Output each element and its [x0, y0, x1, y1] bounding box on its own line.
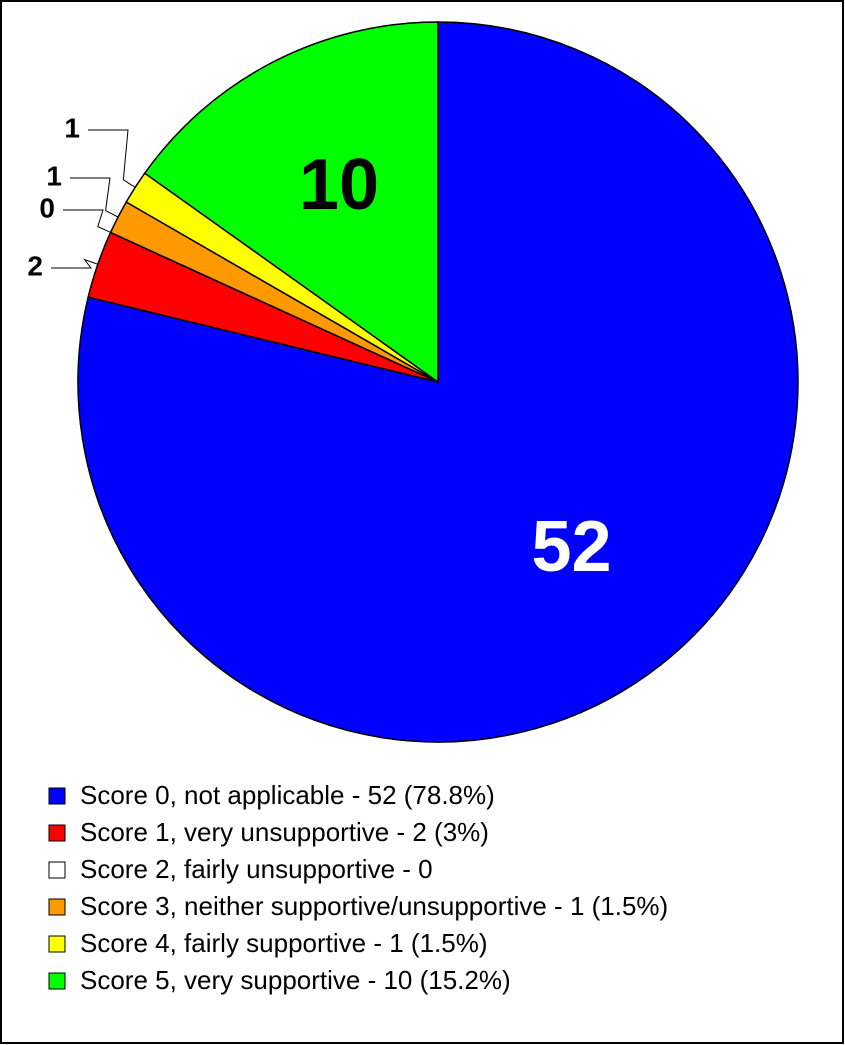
- legend-swatch: [48, 935, 66, 953]
- data-label: 2: [27, 250, 43, 281]
- leader-line: [70, 177, 119, 218]
- data-label: 1: [46, 160, 62, 191]
- legend-label: Score 2, fairly unsupportive - 0: [80, 854, 433, 884]
- legend-swatch: [48, 861, 66, 879]
- legend-label: Score 0, not applicable - 52 (78.8%): [80, 780, 495, 810]
- data-label: 0: [39, 192, 55, 223]
- legend-swatch: [48, 898, 66, 916]
- pie-slice: [143, 21, 439, 384]
- legend-label: Score 5, very supportive - 10 (15.2%): [80, 965, 511, 995]
- legend-swatch: [48, 972, 66, 990]
- legend-label: Score 4, fairly supportive - 1 (1.5%): [80, 928, 488, 958]
- leader-line: [51, 258, 98, 269]
- data-label: 10: [299, 145, 379, 225]
- data-label: 1: [64, 112, 80, 143]
- legend-label: Score 3, neither supportive/unsupportive…: [80, 891, 668, 921]
- leader-line: [88, 129, 136, 188]
- legend-label: Score 1, very unsupportive - 2 (3%): [80, 817, 489, 847]
- legend-swatch: [48, 787, 66, 805]
- data-label: 52: [531, 507, 611, 587]
- legend-swatch: [48, 824, 66, 842]
- leader-line: [63, 209, 111, 233]
